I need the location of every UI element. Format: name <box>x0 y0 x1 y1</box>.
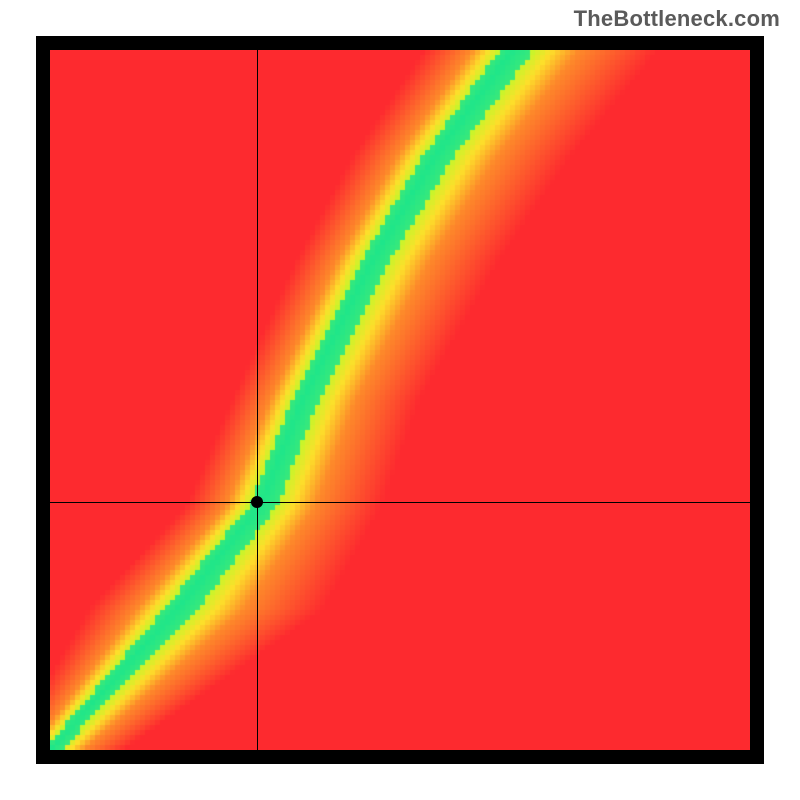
crosshair-vertical-line <box>257 50 258 750</box>
bottleneck-heatmap <box>50 50 750 750</box>
plot-frame <box>36 36 764 764</box>
watermark-text: TheBottleneck.com <box>574 6 780 32</box>
crosshair-marker-dot <box>251 496 263 508</box>
crosshair-horizontal-line <box>50 502 750 503</box>
